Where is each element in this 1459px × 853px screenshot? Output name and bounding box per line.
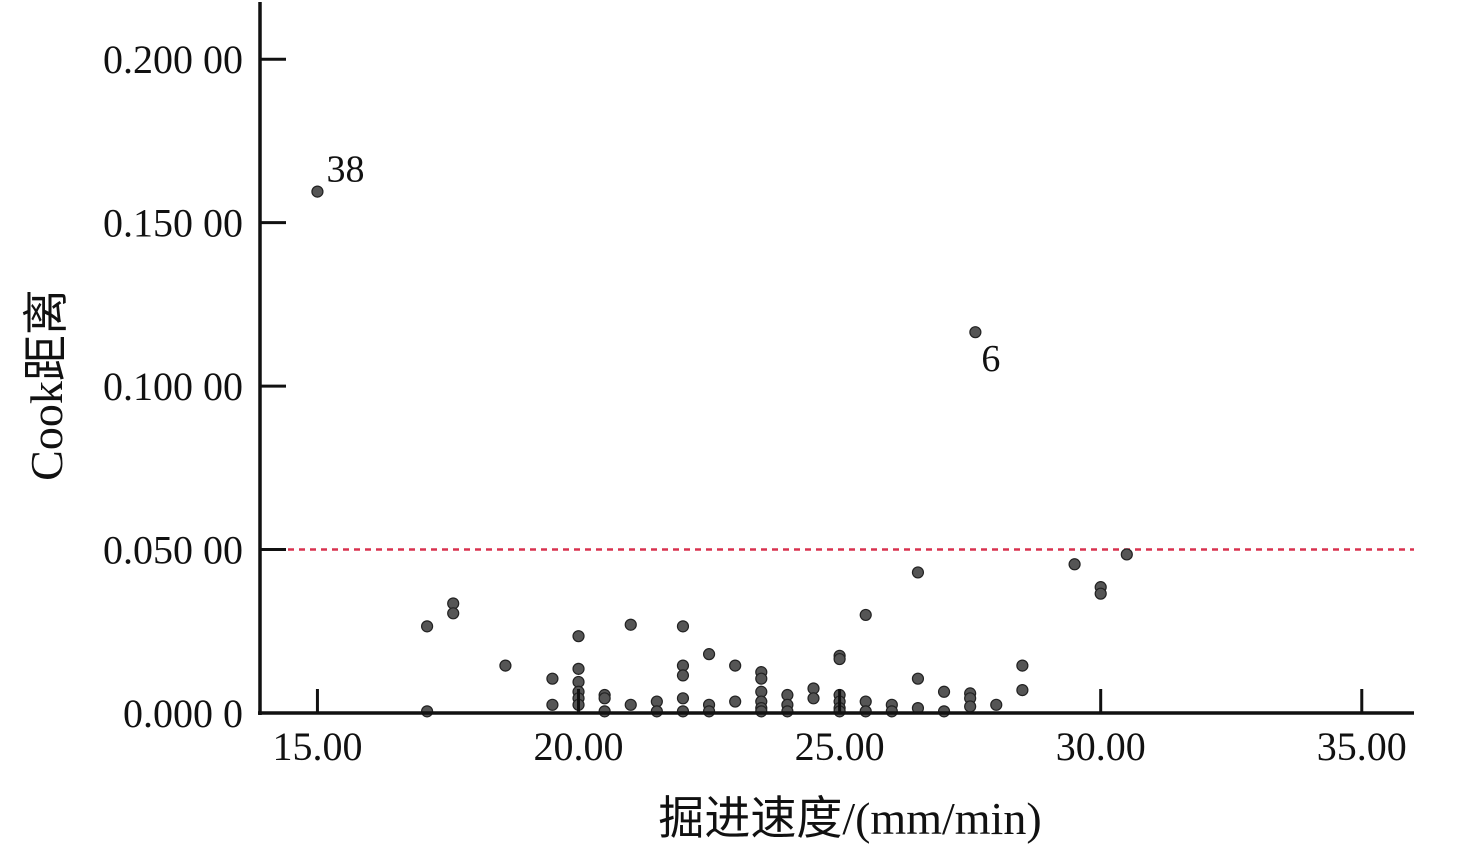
x-tick-label: 25.00 bbox=[795, 724, 885, 769]
x-tick-label: 30.00 bbox=[1056, 724, 1146, 769]
data-point bbox=[624, 618, 637, 631]
y-axis-title: Cook距离 bbox=[21, 289, 72, 481]
data-point bbox=[911, 566, 925, 579]
data-point bbox=[990, 698, 1003, 711]
data-point bbox=[1120, 548, 1133, 561]
data-point bbox=[676, 669, 690, 682]
data-point bbox=[969, 326, 982, 339]
data-point bbox=[729, 695, 742, 708]
y-tick-label: 0.050 00 bbox=[103, 528, 243, 573]
y-tick-label: 0.100 00 bbox=[103, 364, 243, 409]
data-point bbox=[546, 698, 559, 711]
data-point bbox=[546, 672, 559, 685]
y-tick-label: 0.200 00 bbox=[103, 37, 243, 82]
data-point bbox=[964, 700, 977, 713]
data-point bbox=[755, 672, 768, 685]
y-tick-label: 0.000 0 bbox=[123, 691, 243, 736]
data-point bbox=[572, 662, 585, 675]
data-point bbox=[676, 620, 690, 633]
data-point bbox=[729, 659, 742, 672]
data-point bbox=[702, 648, 716, 661]
data-point bbox=[859, 608, 872, 622]
data-point bbox=[1068, 558, 1081, 571]
data-point bbox=[420, 620, 434, 633]
data-point bbox=[676, 692, 690, 705]
data-point bbox=[937, 685, 951, 698]
data-point bbox=[499, 659, 512, 672]
x-axis-title: 掘进速度/(mm/min) bbox=[658, 793, 1041, 844]
data-point bbox=[447, 607, 460, 620]
data-point bbox=[311, 185, 324, 198]
data-point bbox=[807, 692, 820, 705]
data-point bbox=[1016, 684, 1029, 697]
point-annotation: 6 bbox=[981, 338, 1000, 380]
data-point bbox=[911, 672, 925, 685]
data-point bbox=[598, 692, 611, 705]
x-tick-label: 35.00 bbox=[1317, 724, 1407, 769]
x-tick-label: 20.00 bbox=[534, 724, 624, 769]
data-point bbox=[833, 652, 846, 666]
y-tick-label: 0.150 00 bbox=[103, 201, 243, 246]
x-tick-label: 15.00 bbox=[272, 724, 362, 769]
data-point bbox=[1016, 659, 1029, 672]
data-point bbox=[572, 630, 585, 643]
data-point bbox=[1094, 587, 1107, 600]
data-point bbox=[624, 698, 637, 711]
point-annotation: 38 bbox=[326, 149, 364, 191]
